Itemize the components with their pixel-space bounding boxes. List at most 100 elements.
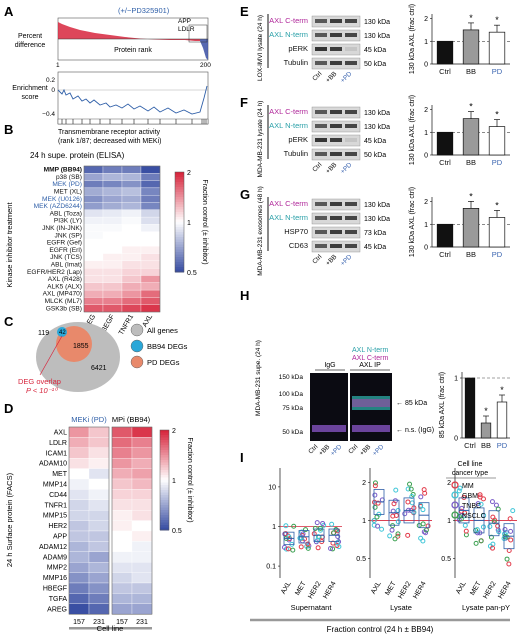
f-row-kda: 50 kDa <box>364 152 386 159</box>
d-heat-cell <box>131 520 153 532</box>
i-point <box>298 544 304 550</box>
d-col-label: 231 <box>93 619 105 626</box>
h-y-tick-label: 0 <box>454 436 458 443</box>
f-x-label: PD <box>492 158 503 167</box>
b-heat-cell <box>83 195 104 203</box>
e-band <box>345 33 357 37</box>
b-heat-cell <box>121 304 142 313</box>
g-band <box>345 244 357 248</box>
i-point <box>478 538 484 544</box>
g-lane-label: Ctrl <box>311 253 323 265</box>
d-row-label: TGFA <box>49 596 68 603</box>
b-heat-cell <box>121 231 142 240</box>
d-cbar-cell <box>160 475 169 478</box>
d-cbar-cell <box>160 495 169 498</box>
h-ylabel-line1: 85 kDa AXL (frac ctrl) <box>439 372 446 438</box>
g-lane-label: +PD <box>339 253 353 267</box>
d-heat-cell <box>88 437 110 448</box>
e-band <box>315 19 327 23</box>
d-heat-cell <box>131 447 153 459</box>
i-legend-dot <box>451 501 459 509</box>
d-heat-cell <box>111 510 133 521</box>
i-point <box>391 501 397 507</box>
f-row-kda: 45 kDa <box>364 138 386 145</box>
h-star: * <box>500 385 504 395</box>
e-lane-label: +PD <box>339 70 353 84</box>
b-cbar-cell <box>175 262 184 265</box>
a-bot-frame <box>57 71 209 125</box>
g-star: * <box>495 200 499 210</box>
panels-efg: LOX-IMVI lysate (24 h) AXL C-term 130 kDa A… <box>257 4 510 276</box>
f-band <box>345 124 357 128</box>
panel-label-e: E <box>240 4 249 19</box>
b-heat-cell <box>83 260 104 269</box>
b-heat-cell <box>140 289 161 298</box>
i-legend-label: GBM <box>462 493 478 500</box>
d-cbar-cell <box>160 487 169 491</box>
d-heat-cell <box>131 572 153 584</box>
b-row-label: MEK (U0126) <box>42 196 82 203</box>
i-point <box>489 499 495 505</box>
i-point <box>372 480 378 486</box>
h-x-label: PD <box>497 441 508 450</box>
d-cbar-cell <box>160 472 169 476</box>
h-lane-label: +BB <box>359 443 373 457</box>
d-heat-cell <box>68 447 90 459</box>
b-row-label: EGFR (Gef) <box>47 240 82 247</box>
d-row-label: APP <box>53 534 67 541</box>
h-bar-chart: 1 0 Ctrl * BB * PD 85 kDa AXL (frac ctrl) <box>439 372 510 450</box>
b-heat-cell <box>121 275 142 283</box>
i-y-tick-label: 0.5 <box>356 556 366 563</box>
a-header: (+/−PD325901) <box>118 6 170 15</box>
d-row-label: ICAM1 <box>46 450 68 457</box>
e-band <box>315 33 327 37</box>
i-point <box>328 545 334 551</box>
b-heat-cell <box>140 238 161 247</box>
f-band <box>315 152 327 156</box>
i-point <box>285 546 291 552</box>
f-ylabel-line1: 130 kDa AXL (frac ctrl) <box>409 95 416 165</box>
i-point <box>510 508 516 514</box>
i-point <box>490 545 496 551</box>
i-point <box>493 502 499 508</box>
h-band-igg-ns <box>312 425 346 432</box>
b-heat-cell <box>140 224 161 232</box>
i-point <box>487 523 493 529</box>
g-band <box>315 244 327 248</box>
b-heat-cell <box>102 231 123 240</box>
g-lane-label: +BB <box>325 253 339 267</box>
e-star: * <box>469 13 473 23</box>
i-point <box>506 561 512 567</box>
b-cbar-tick: 0.5 <box>187 270 197 277</box>
i-point <box>375 500 381 506</box>
b-heat-cell <box>121 246 142 254</box>
b-heat-cell <box>102 180 123 189</box>
b-heat-cell <box>121 165 142 174</box>
i-point <box>507 516 513 522</box>
d-heat-cell <box>88 593 110 604</box>
i-x-label: MET <box>384 580 398 597</box>
panel-a: (+/−PD325901) Percent difference APP LDL… <box>12 6 211 145</box>
d-heat-cell <box>68 437 90 448</box>
d-cbar-cell <box>160 525 169 528</box>
panel-f: MDA-MB-231 lysate (24 h) AXL C-term 130 kD… <box>257 95 510 177</box>
i-point <box>409 493 415 499</box>
f-band <box>330 124 342 128</box>
f-row-kda: 130 kDa <box>364 124 390 131</box>
d-heat-cell <box>88 551 110 563</box>
g-row-name: HSP70 <box>284 227 308 236</box>
a-gene-ldlr: LDLR <box>178 26 195 33</box>
d-col-label: 157 <box>73 619 85 626</box>
b-heat-cell <box>121 282 142 291</box>
g-band <box>330 216 342 220</box>
d-heat-cell <box>68 468 90 480</box>
h-bar <box>464 377 476 439</box>
b-heat-cell <box>83 304 104 313</box>
a-ylabel-top-2: difference <box>15 42 46 49</box>
h-mw-150: 150 kDa <box>279 374 304 381</box>
b-cbar-cell <box>175 234 184 238</box>
b-heat-cell <box>140 195 161 203</box>
b-cbar-cell <box>175 222 184 225</box>
b-heat-cell <box>102 238 123 247</box>
d-row-label: HER2 <box>48 523 67 530</box>
